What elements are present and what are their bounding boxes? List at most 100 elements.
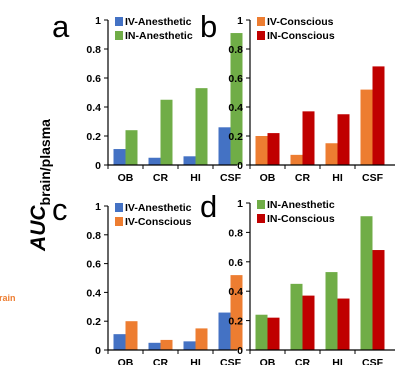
side-text-fragment: rain [0,293,16,303]
legend-swatch [115,203,123,212]
x-tick-label: CR [153,172,169,184]
y-tick-label: 0.8 [228,44,243,56]
legend-label: IV-Conscious [125,216,192,228]
y-tick-label: 0.6 [228,257,243,269]
y-axis-title-main: AUC [27,205,50,252]
legend-label: IN-Anesthetic [125,30,193,42]
y-tick-label: 0.6 [86,73,101,85]
bar-in-anesthetic-hi [195,88,208,165]
panel-b: b 0 0.2 0.4 0.6 0.8 1 OB CR HI CSF IV-Conscious IN-C… [200,9,395,184]
y-tick-label: 0.8 [86,44,101,56]
x-tick-label: OB [260,172,276,184]
y-tick-label: 0.4 [228,286,243,298]
bar-in-anesthetic-ob [125,130,138,165]
x-tick-label: OB [118,357,134,365]
legend-label: IV-Anesthetic [125,202,192,214]
panels: a 0 0.2 0.4 0.6 0.8 1 OB CR HI CSF IV-Anesthetic IN-… [52,9,395,365]
bar-in-anesthetic-csf [360,216,373,350]
bar-in-anesthetic-ob [255,314,268,350]
bar-in-conscious-csf [372,250,385,350]
y-tick-label: 1 [237,198,243,210]
legend-swatch [257,200,265,209]
legend-swatch [257,17,265,26]
bar-iv-conscious-cr [290,154,303,165]
bar-in-anesthetic-cr [160,99,173,165]
bar-iv-anesthetic-csf [218,312,231,350]
x-tick-label: CSF [220,357,242,365]
bar-iv-anesthetic-cr [148,342,161,350]
y-tick-label: 0.4 [86,102,101,114]
y-tick-label: 0.2 [228,131,243,143]
bar-in-conscious-ob [267,133,280,165]
bar-in-anesthetic-hi [325,272,338,350]
bar-iv-anesthetic-ob [113,149,126,165]
legend-swatch [257,31,265,40]
legend-swatch [257,214,265,223]
legend: IV-Anesthetic IV-Conscious [115,202,192,228]
bar-iv-conscious-hi [325,143,338,165]
bar-in-anesthetic-cr [290,283,303,350]
y-tick-label: 0.4 [86,287,101,299]
legend-label: IV-Conscious [267,16,334,28]
y-tick-label: 0.6 [228,73,243,85]
bar-iv-anesthetic-cr [148,157,161,165]
y-tick-label: 0.2 [86,316,101,328]
y-tick-label: 0 [95,160,101,172]
svg-text:AUCbrain/plasma: AUCbrain/plasma [27,119,53,252]
panel-letter: c [52,192,68,227]
y-tick-label: 0 [237,160,243,172]
x-tick-label: OB [260,357,276,365]
y-tick-label: 0.2 [86,131,101,143]
x-tick-label: CR [153,357,169,365]
x-tick-label: CR [295,357,311,365]
x-tick-label: HI [332,357,343,365]
bar-in-conscious-csf [372,66,385,165]
bar-in-anesthetic-csf [230,33,243,165]
x-tick-label: CSF [362,172,384,184]
y-tick-label: 1 [95,201,101,213]
bar-in-conscious-cr [302,111,315,165]
legend: IN-Anesthetic IN-Conscious [257,199,335,225]
bar-iv-conscious-ob [255,136,268,165]
legend-swatch [115,31,123,40]
legend-swatch [115,217,123,226]
x-tick-label: HI [190,172,201,184]
bar-iv-conscious-cr [160,339,173,350]
legend-swatch [115,17,123,26]
legend: IV-Conscious IN-Conscious [257,16,335,42]
x-tick-label: CR [295,172,311,184]
panel-letter: a [52,9,70,44]
bar-iv-anesthetic-csf [218,127,231,165]
panel-a: a 0 0.2 0.4 0.6 0.8 1 OB CR HI CSF IV-Anesthetic IN-… [52,9,243,184]
legend-label: IN-Conscious [267,30,335,42]
bar-in-conscious-ob [267,317,280,350]
bar-in-conscious-cr [302,295,315,350]
bar-iv-conscious-csf [230,275,243,350]
x-tick-label: HI [190,357,201,365]
y-axis-title-subscript: brain/plasma [37,119,53,206]
panel-letter: b [200,9,217,44]
bar-in-conscious-hi [337,298,350,350]
y-tick-label: 0 [237,345,243,357]
y-tick-label: 0 [95,345,101,357]
y-tick-label: 0.6 [86,259,101,271]
y-tick-label: 1 [95,15,101,27]
x-tick-label: CSF [362,357,384,365]
x-tick-label: CSF [220,172,242,184]
bar-in-conscious-hi [337,114,350,165]
bar-iv-anesthetic-ob [113,334,126,350]
legend-label: IN-Anesthetic [267,199,335,211]
y-axis-title: AUCbrain/plasma [27,119,53,252]
bar-iv-anesthetic-hi [183,156,196,165]
legend-label: IV-Anesthetic [125,16,192,28]
x-tick-label: HI [332,172,343,184]
y-tick-label: 1 [237,15,243,27]
bar-iv-anesthetic-hi [183,341,196,350]
y-tick-label: 0.8 [86,230,101,242]
legend: IV-Anesthetic IN-Anesthetic [115,16,193,42]
bar-iv-conscious-hi [195,328,208,350]
bar-iv-conscious-csf [360,89,373,165]
